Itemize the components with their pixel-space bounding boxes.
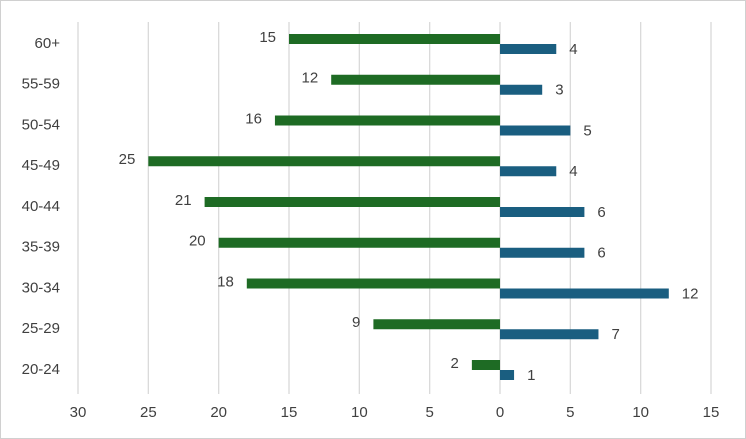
y-tick-label: 45-49: [22, 157, 60, 174]
bar: [373, 319, 500, 330]
x-tick-label: 10: [632, 404, 649, 421]
value-label: 12: [302, 70, 319, 87]
y-tick-label: 40-44: [22, 198, 60, 215]
value-label: 2: [451, 355, 459, 372]
bar: [500, 44, 557, 54]
bar: [274, 115, 500, 126]
value-label: 4: [569, 41, 577, 58]
bar: [331, 74, 500, 85]
bar: [246, 278, 500, 289]
bar: [500, 84, 543, 95]
x-tick-label: 15: [703, 404, 720, 421]
value-label: 5: [583, 122, 591, 139]
bar: [500, 166, 557, 177]
x-tick-label: 5: [566, 404, 574, 421]
bar: [218, 237, 500, 248]
value-label: 20: [189, 233, 206, 250]
x-tick-label: 20: [210, 404, 227, 421]
value-label: 1: [527, 367, 535, 384]
value-label: 21: [175, 192, 192, 209]
value-label: 12: [682, 285, 699, 302]
value-label: 6: [597, 245, 605, 262]
x-tick-label: 15: [281, 404, 298, 421]
value-label: 18: [217, 273, 234, 290]
y-tick-label: 55-59: [22, 76, 60, 93]
value-label: 15: [259, 29, 276, 46]
value-label: 16: [245, 110, 262, 127]
bar: [500, 247, 585, 258]
y-tick-label: 20-24: [22, 361, 60, 378]
x-tick-label: 30: [70, 404, 87, 421]
x-tick-label: 0: [496, 404, 504, 421]
bar: [289, 34, 500, 44]
value-label: 25: [119, 151, 136, 168]
x-tick-label: 25: [140, 404, 157, 421]
y-tick-label: 25-29: [22, 320, 60, 337]
x-tick-label: 10: [351, 404, 368, 421]
bar: [204, 197, 500, 207]
bar: [148, 156, 501, 167]
value-label: 4: [569, 163, 577, 180]
value-label: 7: [611, 326, 619, 343]
bar: [500, 288, 669, 299]
bar: [471, 360, 500, 370]
y-tick-label: 50-54: [22, 116, 60, 133]
value-label: 9: [352, 314, 360, 331]
y-tick-label: 35-39: [22, 239, 60, 256]
bar: [500, 329, 599, 340]
x-tick-label: 5: [425, 404, 433, 421]
y-tick-label: 30-34: [22, 279, 60, 296]
value-label: 3: [555, 82, 563, 99]
bar: [500, 125, 571, 136]
value-label: 6: [597, 204, 605, 221]
bar: [500, 370, 515, 380]
y-tick-label: 60+: [35, 35, 61, 52]
bar: [500, 207, 585, 217]
